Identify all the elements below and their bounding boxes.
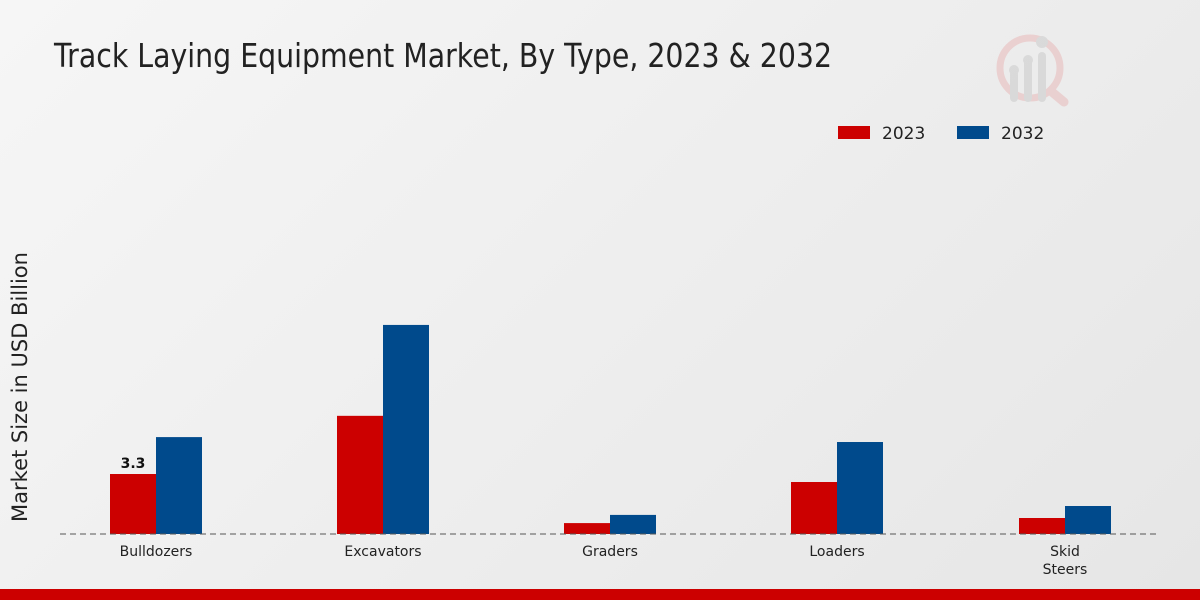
legend-label-2032: 2032 [1001, 124, 1044, 144]
legend: 2023 2032 [838, 124, 1044, 144]
watermark-logo [996, 34, 1069, 107]
bar-2023-bulldozers [110, 474, 156, 534]
x-tick-label: Bulldozers [120, 544, 193, 560]
legend-label-2023: 2023 [882, 124, 925, 144]
bar-2032-loaders [837, 442, 883, 534]
legend-swatch-2023 [838, 126, 870, 139]
x-tick-label: Graders [582, 544, 638, 560]
legend-swatch-2032 [957, 126, 989, 139]
data-label: 3.3 [121, 456, 146, 472]
bar-2032-graders [610, 514, 656, 534]
bar-2023-loaders [791, 482, 837, 534]
bar-2032-excavators [383, 324, 429, 534]
bar-2023-excavators [337, 415, 383, 534]
bar-2032-skid-steers [1065, 506, 1111, 534]
bar-2023-graders [564, 523, 610, 534]
bar-2023-skid-steers [1019, 518, 1065, 534]
bar-2032-bulldozers [156, 437, 202, 534]
x-tick-label: Skid Steers [1043, 544, 1088, 578]
x-tick-label: Excavators [344, 544, 421, 560]
chart-title: Track Laying Equipment Market, By Type, … [54, 36, 833, 75]
footer-accent-bar [0, 589, 1200, 600]
x-tick-label: Loaders [809, 544, 864, 560]
